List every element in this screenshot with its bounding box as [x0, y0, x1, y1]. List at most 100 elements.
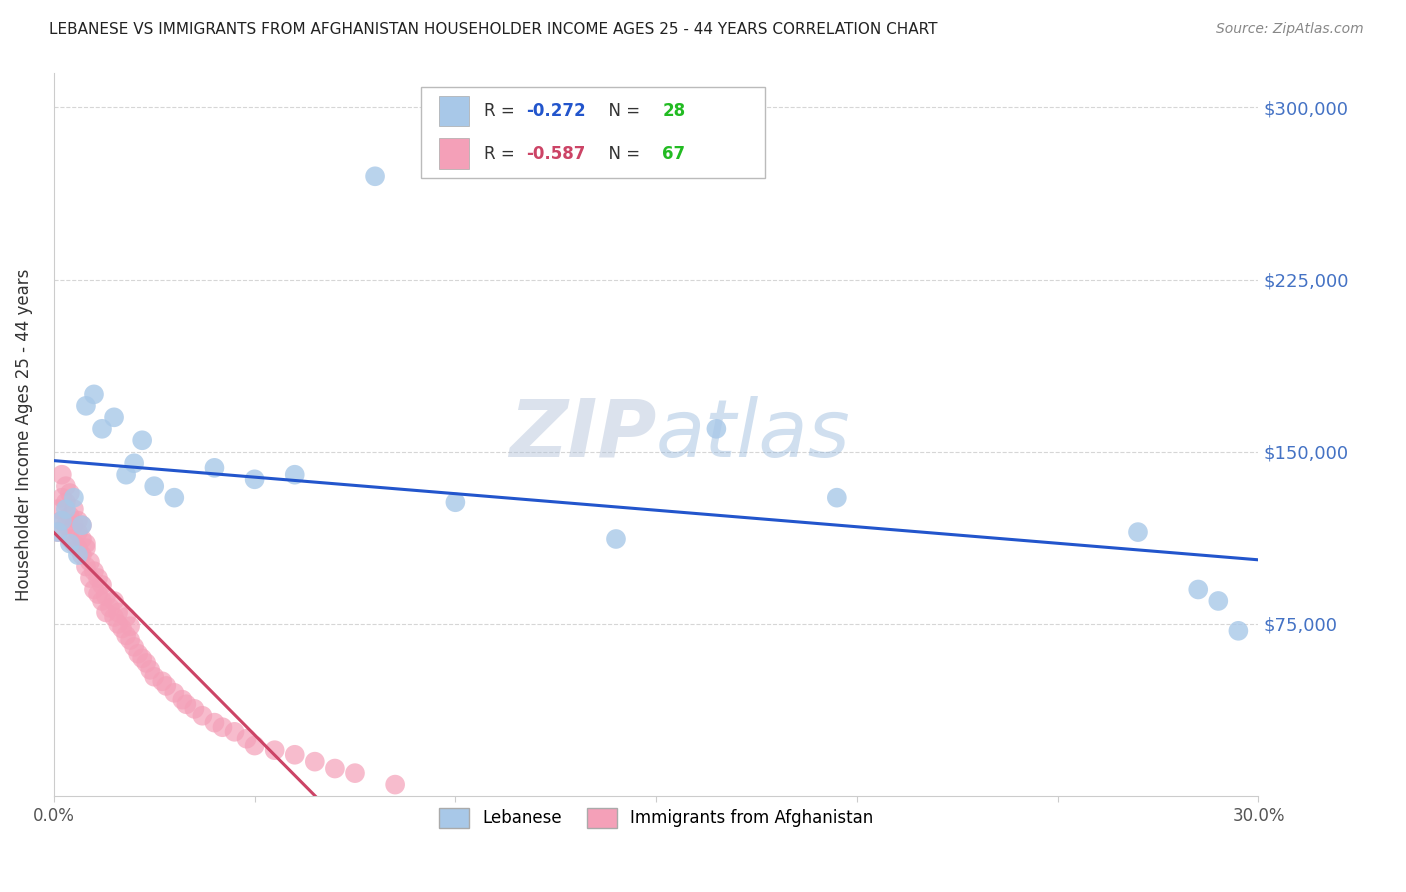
Point: [120, 619, 142, 633]
Point: [1227, 624, 1250, 638]
Point: [107, 616, 129, 631]
Y-axis label: Householder Income Ages 25 - 44 years: Householder Income Ages 25 - 44 years: [15, 268, 32, 600]
Point: [66, 541, 89, 556]
Point: [706, 422, 728, 436]
Point: [122, 640, 145, 654]
Point: [75, 559, 97, 574]
Point: [115, 610, 138, 624]
Bar: [439, 96, 470, 127]
Point: [83, 387, 105, 401]
Point: [66, 514, 89, 528]
Point: [211, 720, 233, 734]
Point: [143, 479, 166, 493]
Point: [59, 536, 82, 550]
Point: [75, 536, 97, 550]
Point: [825, 491, 848, 505]
Point: [183, 702, 205, 716]
Point: [91, 578, 114, 592]
Point: [55, 518, 77, 533]
Point: [46, 525, 69, 540]
Point: [191, 708, 214, 723]
Point: [127, 647, 149, 661]
Point: [66, 548, 89, 562]
Point: [284, 747, 307, 762]
Point: [79, 555, 101, 569]
Point: [150, 674, 173, 689]
Point: [143, 670, 166, 684]
Point: [59, 486, 82, 500]
Point: [51, 491, 73, 505]
Point: [163, 686, 186, 700]
Point: [1187, 582, 1209, 597]
Point: [75, 399, 97, 413]
Point: [87, 571, 110, 585]
Point: [63, 518, 86, 533]
Point: [66, 525, 89, 540]
Point: [91, 594, 114, 608]
Point: [135, 656, 157, 670]
Point: [103, 410, 125, 425]
Point: [163, 491, 186, 505]
Point: [139, 663, 162, 677]
Point: [131, 434, 153, 448]
Text: -0.587: -0.587: [526, 145, 585, 162]
Point: [204, 715, 226, 730]
Point: [323, 762, 346, 776]
FancyBboxPatch shape: [422, 87, 765, 178]
Point: [444, 495, 467, 509]
Point: [284, 467, 307, 482]
Point: [605, 532, 627, 546]
Point: [59, 509, 82, 524]
Point: [51, 467, 73, 482]
Point: [51, 514, 73, 528]
Point: [384, 778, 406, 792]
Point: [55, 502, 77, 516]
Text: -0.272: -0.272: [526, 102, 586, 120]
Point: [364, 169, 387, 184]
Point: [55, 495, 77, 509]
Point: [98, 600, 121, 615]
Point: [122, 456, 145, 470]
Text: N =: N =: [599, 102, 645, 120]
Point: [224, 724, 246, 739]
Point: [263, 743, 285, 757]
Point: [59, 532, 82, 546]
Point: [83, 564, 105, 578]
Point: [91, 422, 114, 436]
Point: [115, 628, 138, 642]
Point: [63, 491, 86, 505]
Point: [120, 632, 142, 647]
Point: [63, 502, 86, 516]
Point: [103, 610, 125, 624]
Point: [176, 698, 198, 712]
Point: [79, 571, 101, 585]
Text: Source: ZipAtlas.com: Source: ZipAtlas.com: [1216, 22, 1364, 37]
Point: [243, 739, 266, 753]
Point: [51, 514, 73, 528]
Point: [46, 525, 69, 540]
Point: [204, 460, 226, 475]
Point: [1208, 594, 1230, 608]
Text: atlas: atlas: [657, 395, 851, 474]
Text: N =: N =: [599, 145, 645, 162]
Point: [103, 594, 125, 608]
Point: [131, 651, 153, 665]
Bar: [439, 138, 470, 169]
Point: [70, 532, 93, 546]
Point: [70, 548, 93, 562]
Point: [235, 731, 257, 746]
Text: R =: R =: [484, 145, 520, 162]
Point: [94, 590, 117, 604]
Text: R =: R =: [484, 102, 520, 120]
Point: [94, 606, 117, 620]
Point: [115, 467, 138, 482]
Text: 67: 67: [662, 145, 685, 162]
Point: [63, 536, 86, 550]
Point: [55, 479, 77, 493]
Point: [172, 692, 194, 706]
Point: [243, 472, 266, 486]
Point: [70, 518, 93, 533]
Text: 28: 28: [662, 102, 685, 120]
Point: [87, 587, 110, 601]
Point: [304, 755, 326, 769]
